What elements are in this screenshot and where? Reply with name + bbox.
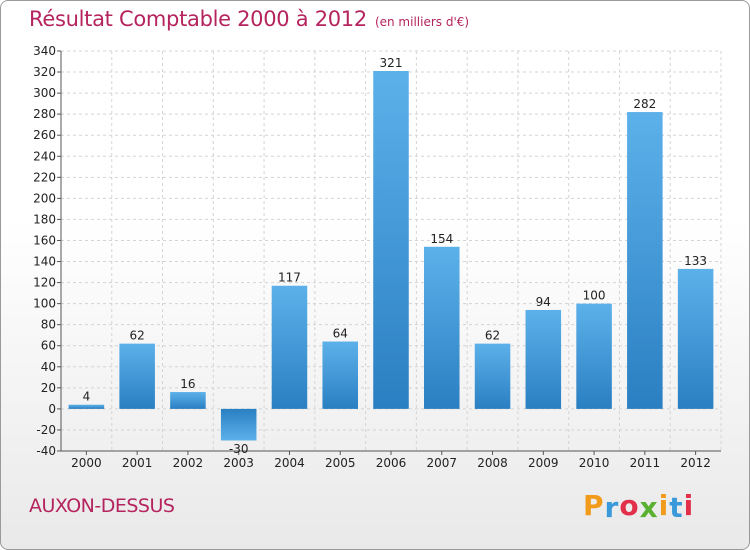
- logo-letter: x: [639, 491, 659, 524]
- data-label: 154: [430, 232, 453, 246]
- bar: [373, 71, 409, 409]
- y-tick-label: 20: [41, 381, 56, 395]
- y-tick-label: 60: [41, 339, 56, 353]
- y-tick-label: 180: [33, 212, 56, 226]
- y-tick-label: 240: [33, 149, 56, 163]
- commune-name: AUXON-DESSUS: [29, 495, 175, 517]
- y-tick-label: 0: [48, 402, 56, 416]
- x-tick-label: 2005: [325, 456, 356, 470]
- x-tick-label: 2007: [426, 456, 457, 470]
- data-label: 64: [333, 327, 348, 341]
- bar: [576, 303, 612, 409]
- x-tick-label: 2006: [376, 456, 407, 470]
- bar: [424, 246, 460, 409]
- y-tick-label: -40: [36, 444, 56, 458]
- bar: [627, 112, 663, 409]
- bar: [677, 268, 714, 409]
- x-tick-label: 2000: [71, 456, 102, 470]
- y-tick-label: 100: [33, 297, 56, 311]
- x-tick-label: 2011: [630, 456, 661, 470]
- y-tick-label: 220: [33, 170, 56, 184]
- logo-letter: r: [604, 491, 620, 524]
- y-tick-label: 260: [33, 128, 56, 142]
- data-label: 100: [583, 289, 606, 303]
- logo-letter: o: [619, 489, 640, 522]
- bar: [119, 343, 155, 409]
- bars: [68, 71, 714, 441]
- data-label: -30: [229, 442, 249, 456]
- proxiti-logo: Proxiti: [583, 489, 695, 524]
- chart-title: Résultat Comptable 2000 à 2012 (en millie…: [29, 7, 469, 31]
- bar: [170, 392, 206, 409]
- x-tick-label: 2002: [173, 456, 204, 470]
- bar: [322, 341, 358, 409]
- y-tick-label: 120: [33, 276, 56, 290]
- y-tick-label: 140: [33, 255, 56, 269]
- bar: [271, 285, 308, 409]
- data-label: 133: [684, 254, 707, 268]
- y-tick-label: 320: [33, 65, 56, 79]
- data-labels: 4 62 16 -30 117 64 321 154 62 94 100 282 133: [83, 56, 708, 456]
- bar: [474, 343, 511, 409]
- data-label: 4: [83, 390, 91, 404]
- data-label: 321: [380, 56, 403, 70]
- y-tick-label: 200: [33, 191, 56, 205]
- data-label: 62: [130, 329, 145, 343]
- x-tick-label: 2008: [477, 456, 508, 470]
- bar: [525, 309, 562, 409]
- y-tick-label: 300: [33, 86, 56, 100]
- data-label: 117: [278, 271, 301, 285]
- x-tick-label: 2003: [223, 456, 254, 470]
- y-tick-label: 160: [33, 233, 56, 247]
- chart-subtitle: (en milliers d'€): [374, 15, 470, 29]
- data-label: 94: [536, 295, 551, 309]
- data-label: 16: [180, 377, 195, 391]
- logo-letter: P: [583, 489, 605, 522]
- logo-letter: i: [658, 489, 670, 522]
- x-tick-label: 2001: [122, 456, 153, 470]
- y-tick-label: 280: [33, 107, 56, 121]
- bar: [68, 404, 105, 409]
- x-tick-label: 2009: [528, 456, 559, 470]
- logo-letter: i: [683, 489, 695, 522]
- x-tick-label: 2004: [274, 456, 305, 470]
- data-label: 282: [633, 97, 656, 111]
- data-label: 62: [485, 329, 500, 343]
- axes: -40 -20 0 20 40 60 80 100 120 140 160 180 200 220 240 2…: [33, 44, 721, 470]
- y-tick-label: -20: [36, 423, 56, 437]
- y-tick-label: 80: [41, 318, 56, 332]
- y-tick-label: 340: [33, 44, 56, 58]
- x-tick-label: 2012: [680, 456, 711, 470]
- chart-title-text: Résultat Comptable 2000 à 2012: [29, 7, 367, 31]
- logo-letter: t: [669, 491, 684, 524]
- y-tick-label: 40: [41, 360, 56, 374]
- bar: [220, 408, 257, 441]
- x-tick-label: 2010: [579, 456, 610, 470]
